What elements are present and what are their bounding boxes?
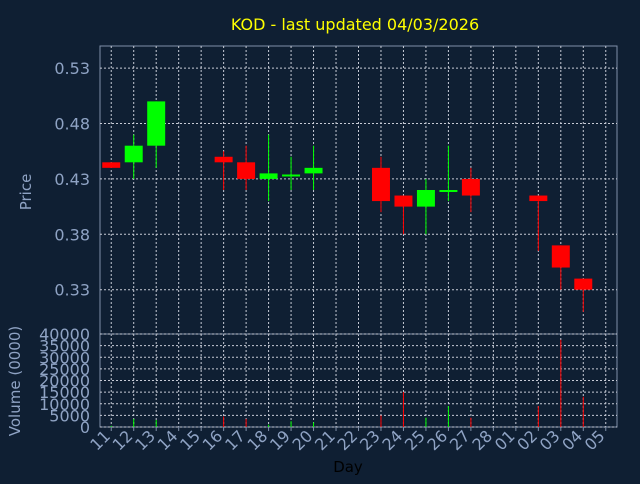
price-tick-label: 0.33: [54, 281, 90, 300]
candle-body: [439, 190, 458, 192]
volume-tick-label: 40000: [39, 325, 90, 344]
candle-body: [124, 145, 143, 163]
candle-body: [574, 278, 593, 290]
candle-body: [282, 174, 301, 177]
day-tick-label: 05: [581, 426, 609, 454]
price-tick-label: 0.48: [54, 115, 90, 134]
price-tick-label: 0.53: [54, 59, 90, 78]
volume-tick-label: 15000: [39, 383, 90, 402]
volume-tick-label: 20000: [39, 372, 90, 391]
candle-body: [147, 101, 166, 146]
price-tick-label: 0.43: [54, 170, 90, 189]
price-axis-label: Price: [17, 174, 35, 211]
chart-title: KOD - last updated 04/03/2026: [231, 15, 479, 34]
volume-tick-label: 30000: [39, 348, 90, 367]
volume-tick-label: 35000: [39, 337, 90, 356]
day-axis-label: Day: [333, 458, 363, 476]
candle-body: [551, 245, 570, 268]
price-tick-label: 0.38: [54, 225, 90, 244]
candle-body: [102, 162, 121, 168]
volume-tick-label: 5000: [49, 406, 90, 425]
candle-body: [394, 195, 413, 207]
volume-tick-label: 25000: [39, 360, 90, 379]
candle-body: [461, 178, 480, 196]
volume-panel: 0500010000150002000025000300003500040000…: [39, 325, 618, 454]
candle-body: [259, 173, 278, 179]
volume-tick-label: 10000: [39, 395, 90, 414]
price-panel: 0.33 0.38 0.43 0.48 0.53: [54, 45, 618, 427]
candle-body: [237, 162, 256, 179]
candle-body: [371, 167, 390, 202]
candle-body: [214, 156, 233, 163]
candle-body: [416, 190, 435, 207]
volume-tick-label: 0: [80, 418, 90, 437]
candle-body: [529, 195, 548, 202]
candle-body: [304, 167, 323, 174]
volume-axis-label: Volume (0000): [6, 326, 24, 436]
